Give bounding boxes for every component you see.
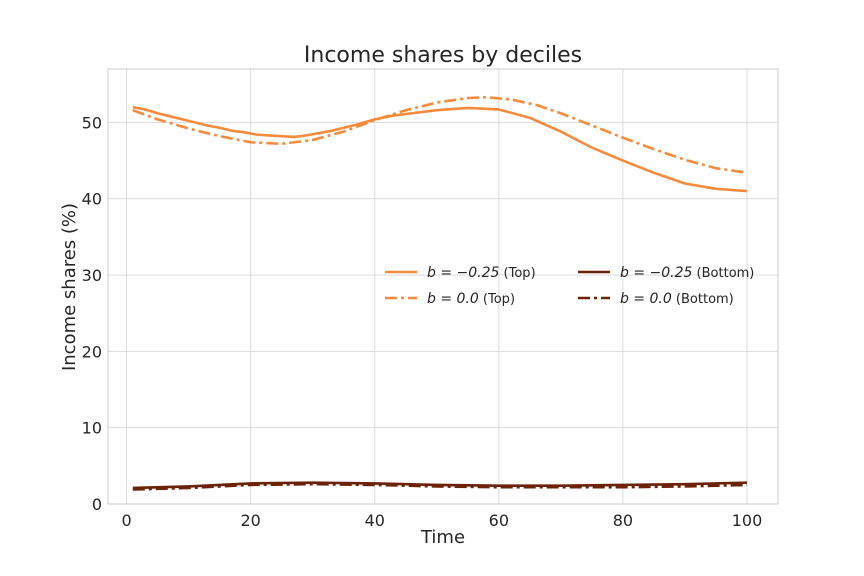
x-tick-label: 40: [365, 511, 385, 530]
plot-background: [108, 69, 778, 504]
y-axis-label: Income shares (%): [59, 203, 80, 371]
legend-label-1: b = 0.0 (Top): [427, 291, 515, 307]
x-tick-label: 100: [732, 511, 763, 530]
y-tick-label: 30: [82, 266, 102, 285]
series-line-1: [132, 95, 748, 175]
x-tick-label: 80: [613, 511, 633, 530]
x-axis-label: Time: [420, 527, 465, 548]
legend-math: b = −0.25: [427, 265, 500, 281]
y-tick-label: 20: [82, 342, 102, 361]
x-tick-label: 60: [489, 511, 509, 530]
chart-title: Income shares by deciles: [304, 43, 582, 68]
legend-math: b = 0.0: [620, 291, 672, 307]
series-line-3: [132, 482, 748, 491]
y-tick-label: 40: [82, 190, 102, 209]
legend-label-3: b = 0.0 (Bottom): [620, 291, 734, 307]
legend-suffix: (Top): [499, 266, 535, 281]
legend-math: b = −0.25: [620, 265, 693, 281]
grid: [108, 69, 778, 505]
y-tick-label: 50: [82, 113, 102, 132]
legend-suffix: (Bottom): [672, 292, 734, 307]
y-tick-labels: 0 10 20 30 40 50: [82, 113, 102, 514]
plot-frame: [107, 68, 779, 505]
y-tick-label: 10: [82, 419, 102, 438]
legend-label-0: b = −0.25 (Top): [427, 265, 536, 281]
x-tick-label: 0: [122, 511, 132, 530]
legend-suffix: (Top): [479, 292, 515, 307]
x-tick-labels: 0 20 40 60 80 100: [122, 511, 763, 530]
series-line-0: [132, 105, 748, 193]
x-tick-label: 20: [241, 511, 261, 530]
legend: b = −0.25 (Top)b = 0.0 (Top)b = −0.25 (B…: [385, 265, 754, 307]
y-tick-label: 0: [92, 495, 102, 514]
series-line-2: [132, 481, 748, 490]
legend-suffix: (Bottom): [692, 266, 754, 281]
legend-label-2: b = −0.25 (Bottom): [620, 265, 754, 281]
legend-math: b = 0.0: [427, 291, 479, 307]
series-layer: [132, 95, 748, 491]
